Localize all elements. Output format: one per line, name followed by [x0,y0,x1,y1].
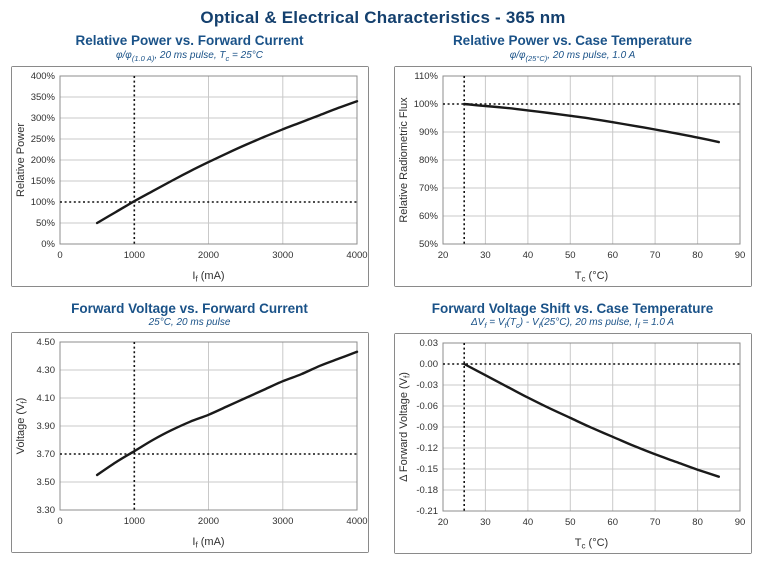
svg-text:50: 50 [565,250,576,261]
svg-text:60: 60 [607,517,618,528]
chart-canvas-relative-power-vs-forward-current: 0 1000 2000 3000 4000 0% 50% 100% 150% 200% 250% 30… [11,66,368,286]
svg-text:60%: 60% [418,211,438,222]
svg-text:4000: 4000 [346,516,367,527]
svg-text:80: 80 [692,250,703,261]
svg-text:-0.15: -0.15 [416,464,438,475]
svg-text:90: 90 [734,250,745,261]
chart-panel: 0 1000 2000 3000 4000 3.30 3.50 3.70 3.90 4.10 4.3… [10,332,369,554]
svg-text:50: 50 [565,517,576,528]
chart-block-relative-power-vs-case-temperature: Relative Power vs. Case Temperature φ/φ(… [393,33,752,287]
svg-text:20: 20 [437,517,448,528]
svg-text:If (mA): If (mA) [192,270,224,284]
svg-text:0: 0 [57,250,62,261]
svg-text:3000: 3000 [272,250,293,261]
chart-subtitle: φ/φ(1.0 A), 20 ms pulse, Tc = 25°C [116,49,263,63]
svg-text:100%: 100% [30,197,55,208]
svg-text:Tc (°C): Tc (°C) [574,537,607,551]
chart-canvas-relative-power-vs-case-temperature: 20 30 40 50 60 70 80 90 50% 60% 70% 80% 90% 100% 110% T… [394,66,751,286]
chart-panel: 20 30 40 50 60 70 80 90 -0.21 -0.18 -0.15 -0.12 -0.0… [393,333,752,555]
chart-title: Relative Power vs. Case Temperature [452,33,693,48]
svg-text:3.70: 3.70 [36,449,55,460]
svg-text:60: 60 [607,250,618,261]
svg-text:80: 80 [692,517,703,528]
svg-text:Relative Radiometric Flux: Relative Radiometric Flux [398,96,410,222]
svg-text:4.50: 4.50 [36,337,55,348]
chart-subtitle: φ/φ(25°C), 20 ms pulse, 1.0 A [509,49,636,63]
svg-text:3.30: 3.30 [36,505,55,516]
svg-text:100%: 100% [413,99,438,110]
svg-text:40: 40 [522,517,533,528]
svg-text:1000: 1000 [123,250,144,261]
chart-panel: 20 30 40 50 60 70 80 90 50% 60% 70% 80% 90% 100% 110% T… [393,65,752,287]
svg-text:0%: 0% [41,239,55,250]
svg-text:350%: 350% [30,92,55,103]
svg-text:If (mA): If (mA) [192,536,224,550]
svg-text:90%: 90% [418,127,438,138]
svg-text:Tc (°C): Tc (°C) [574,270,607,284]
svg-text:1000: 1000 [123,516,144,527]
svg-text:4.10: 4.10 [36,393,55,404]
svg-text:Voltage (Vf): Voltage (Vf) [15,398,29,455]
svg-text:30: 30 [480,517,491,528]
svg-text:20: 20 [437,250,448,261]
svg-text:200%: 200% [30,155,55,166]
svg-text:3.90: 3.90 [36,421,55,432]
chart-title: Forward Voltage vs. Forward Current [71,300,308,316]
chart-title: Relative Power vs. Forward Current [75,33,304,48]
chart-subtitle: 25°C, 20 ms pulse [148,317,231,329]
svg-text:250%: 250% [30,134,55,145]
svg-text:2000: 2000 [197,250,218,261]
svg-text:150%: 150% [30,176,55,187]
svg-text:3000: 3000 [272,516,293,527]
chart-canvas-forward-voltage-shift-vs-case-temperature: 20 30 40 50 60 70 80 90 -0.21 -0.18 -0.15 -0.12 -0.0… [394,334,751,554]
svg-text:-0.21: -0.21 [416,506,438,517]
svg-text:4.30: 4.30 [36,365,55,376]
svg-text:50%: 50% [418,239,438,250]
svg-text:0: 0 [57,516,62,527]
svg-text:Relative Power: Relative Power [15,122,27,196]
datasheet-characteristics-page: Optical & Electrical Characteristics - 3… [0,8,766,555]
svg-text:300%: 300% [30,113,55,124]
page-title: Optical & Electrical Characteristics - 3… [200,8,566,27]
svg-text:80%: 80% [418,155,438,166]
svg-text:-0.12: -0.12 [416,443,438,454]
svg-text:4000: 4000 [346,250,367,261]
svg-text:70: 70 [649,517,660,528]
svg-text:40: 40 [522,250,533,261]
svg-text:90: 90 [734,517,745,528]
svg-text:0.03: 0.03 [419,338,438,349]
svg-text:50%: 50% [35,218,55,229]
charts-grid: Relative Power vs. Forward Current φ/φ(1… [0,33,766,555]
chart-panel: 0 1000 2000 3000 4000 0% 50% 100% 150% 200% 250% 30… [10,65,369,287]
chart-subtitle: ΔVf = Vf(Tc) - Vf(25°C), 20 ms pulse, If… [470,317,675,331]
svg-text:0.00: 0.00 [419,359,438,370]
svg-text:-0.09: -0.09 [416,422,438,433]
svg-text:400%: 400% [30,71,55,82]
chart-block-relative-power-vs-forward-current: Relative Power vs. Forward Current φ/φ(1… [10,33,369,287]
chart-block-forward-voltage-vs-forward-current: Forward Voltage vs. Forward Current 25°C… [10,301,369,555]
svg-text:70: 70 [649,250,660,261]
chart-block-forward-voltage-shift-vs-case-temperature: Forward Voltage Shift vs. Case Temperatu… [393,301,752,555]
svg-text:3.50: 3.50 [36,477,55,488]
svg-text:-0.18: -0.18 [416,485,438,496]
svg-text:2000: 2000 [197,516,218,527]
chart-title: Forward Voltage Shift vs. Case Temperatu… [431,300,714,316]
svg-text:-0.06: -0.06 [416,401,438,412]
svg-text:70%: 70% [418,183,438,194]
svg-text:Δ Forward Voltage (Vf): Δ Forward Voltage (Vf) [398,372,412,482]
chart-canvas-forward-voltage-vs-forward-current: 0 1000 2000 3000 4000 3.30 3.50 3.70 3.90 4.10 4.3… [11,333,368,553]
svg-text:110%: 110% [414,71,438,82]
svg-text:30: 30 [480,250,491,261]
svg-text:-0.03: -0.03 [416,380,438,391]
